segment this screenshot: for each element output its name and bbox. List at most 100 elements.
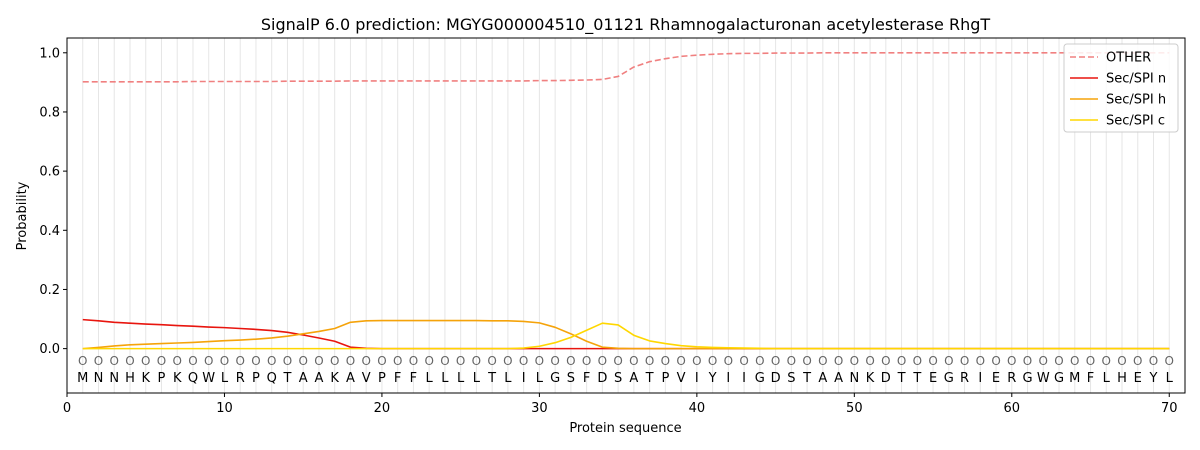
region-label: O xyxy=(519,354,528,368)
residue-label: E xyxy=(1134,371,1142,386)
x-tick-label: 50 xyxy=(846,401,863,416)
region-label: O xyxy=(582,354,591,368)
region-label: O xyxy=(94,354,103,368)
residue-label: H xyxy=(1117,371,1127,386)
residue-label: P xyxy=(378,371,386,386)
residue-label: G xyxy=(1054,371,1064,386)
chart-title: SignalP 6.0 prediction: MGYG000004510_01… xyxy=(261,15,991,35)
residue-label: G xyxy=(755,371,765,386)
region-label: O xyxy=(881,354,890,368)
residue-label: H xyxy=(125,371,135,386)
legend: OTHER Sec/SPI n Sec/SPI h Sec/SPI c xyxy=(1063,43,1179,133)
region-label: O xyxy=(78,354,87,368)
region-label: O xyxy=(913,354,922,368)
region-label: O xyxy=(834,354,843,368)
residue-label: S xyxy=(787,371,795,386)
residue-label: F xyxy=(1087,371,1094,386)
region-label: O xyxy=(661,354,670,368)
x-tick-label: 60 xyxy=(1004,401,1021,416)
residue-label: A xyxy=(818,371,827,386)
region-label: O xyxy=(361,354,370,368)
region-label: O xyxy=(739,354,748,368)
residue-label: N xyxy=(94,371,104,386)
region-label: O xyxy=(755,354,764,368)
residue-label: K xyxy=(173,371,182,386)
region-label: O xyxy=(1023,354,1032,368)
residue-label: M xyxy=(77,371,88,386)
x-tick-label: 20 xyxy=(374,401,391,416)
residue-label: N xyxy=(849,371,859,386)
residue-label: A xyxy=(314,371,323,386)
region-label: O xyxy=(850,354,859,368)
series-group xyxy=(82,51,1170,350)
region-label: O xyxy=(598,354,607,368)
residue-label: Q xyxy=(267,371,277,386)
region-label: O xyxy=(424,354,433,368)
region-label: O xyxy=(629,354,638,368)
residue-label: L xyxy=(504,371,512,386)
region-label: O xyxy=(456,354,465,368)
residue-label: A xyxy=(834,371,843,386)
region-label: O xyxy=(1007,354,1016,368)
region-label: O xyxy=(1133,354,1142,368)
residue-label: L xyxy=(441,371,449,386)
residue-label: M xyxy=(1069,371,1080,386)
x-tick-label: 10 xyxy=(216,401,233,416)
region-label: O xyxy=(1070,354,1079,368)
region-label: O xyxy=(708,354,717,368)
residue-label: T xyxy=(487,371,496,386)
region-label: O xyxy=(330,354,339,368)
x-tick-label: 40 xyxy=(689,401,706,416)
region-label: O xyxy=(487,354,496,368)
residue-label: L xyxy=(426,371,434,386)
x-tick-label: 70 xyxy=(1161,401,1178,416)
y-tick-label: 0.8 xyxy=(39,105,60,120)
residue-label: G xyxy=(944,371,954,386)
residue-label: K xyxy=(866,371,875,386)
y-tick-label: 0.4 xyxy=(39,224,60,239)
x-tick-label: 30 xyxy=(531,401,548,416)
region-label: O xyxy=(1149,354,1158,368)
region-label: O xyxy=(724,354,733,368)
residue-label: R xyxy=(960,371,969,386)
region-label: O xyxy=(566,354,575,368)
region-label: O xyxy=(220,354,229,368)
residue-label: K xyxy=(141,371,150,386)
region-label: O xyxy=(503,354,512,368)
region-label: O xyxy=(204,354,213,368)
region-label: O xyxy=(440,354,449,368)
residue-label: E xyxy=(929,371,937,386)
residue-label: T xyxy=(912,371,921,386)
residue-label: R xyxy=(1007,371,1016,386)
residue-label: I xyxy=(726,371,730,386)
residue-label: I xyxy=(695,371,699,386)
region-label: O xyxy=(235,354,244,368)
y-axis-label: Probability xyxy=(15,181,30,250)
legend-label: Sec/SPI n xyxy=(1106,72,1166,87)
legend-label: Sec/SPI h xyxy=(1106,93,1166,108)
residue-label: D xyxy=(771,371,781,386)
residue-label: Q xyxy=(188,371,198,386)
residue-label: D xyxy=(597,371,607,386)
region-label: O xyxy=(692,354,701,368)
plot-frame xyxy=(66,37,1186,394)
residue-label: L xyxy=(1166,371,1174,386)
region-label: O xyxy=(535,354,544,368)
region-label: O xyxy=(346,354,355,368)
residue-label: F xyxy=(394,371,401,386)
x-tick-label: 0 xyxy=(63,401,71,416)
region-label: O xyxy=(1117,354,1126,368)
residue-label: W xyxy=(202,371,215,386)
residue-label: T xyxy=(645,371,654,386)
region-label: O xyxy=(125,354,134,368)
residue-label: T xyxy=(802,371,811,386)
residue-label: L xyxy=(536,371,544,386)
residue-label: T xyxy=(282,371,291,386)
legend-box xyxy=(1063,43,1179,133)
residue-label: P xyxy=(661,371,669,386)
region-label: O xyxy=(960,354,969,368)
vertical-grid xyxy=(82,38,1170,393)
region-label: O xyxy=(314,354,323,368)
region-label: O xyxy=(188,354,197,368)
residue-label: V xyxy=(362,371,371,386)
